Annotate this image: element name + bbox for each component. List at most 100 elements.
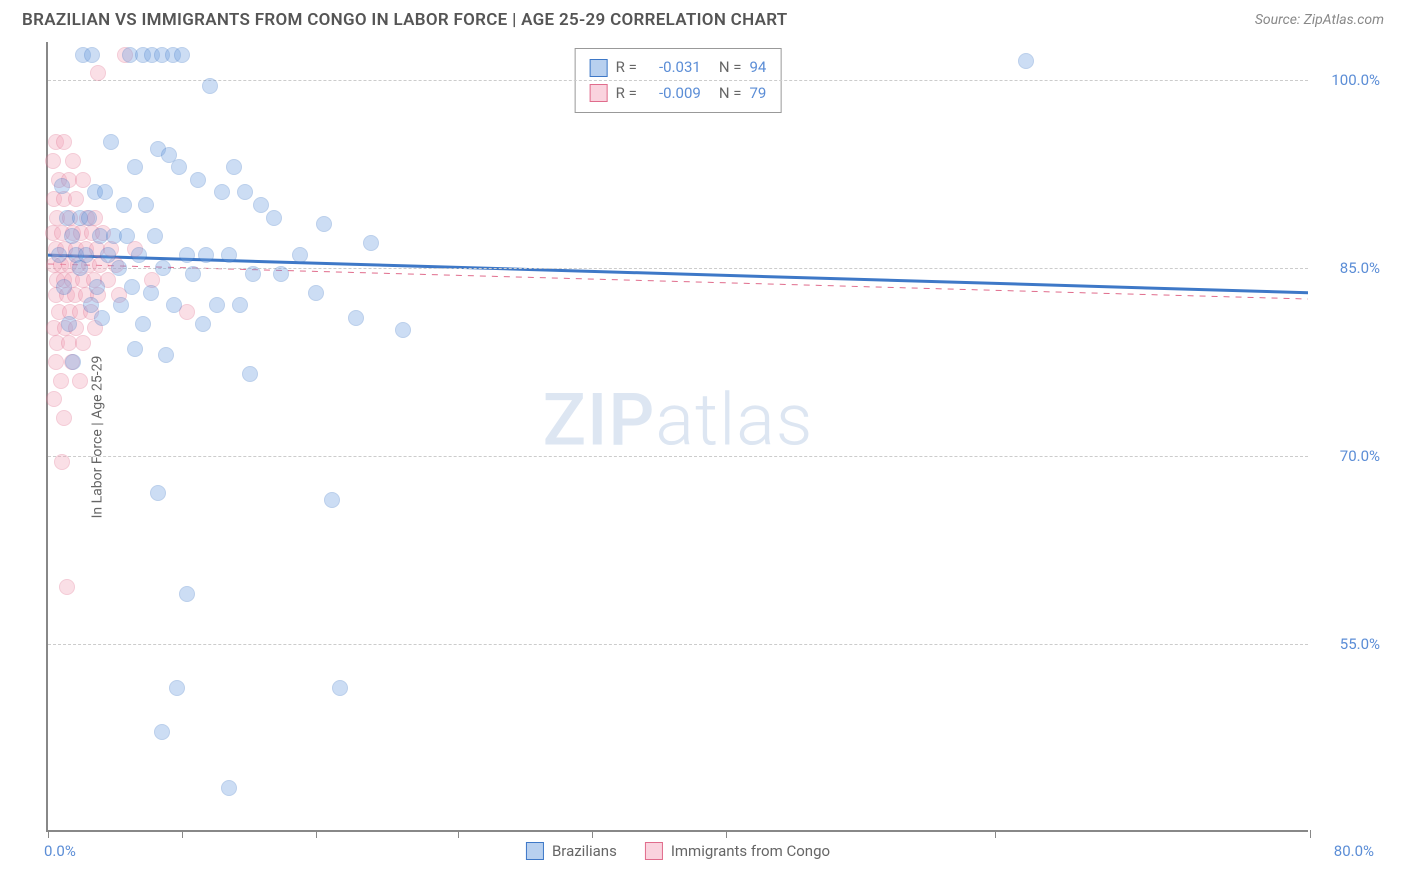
- data-point: [54, 454, 70, 470]
- data-point: [316, 216, 332, 232]
- data-point: [61, 316, 77, 332]
- data-point: [190, 172, 206, 188]
- data-point: [154, 724, 170, 740]
- data-point: [54, 178, 70, 194]
- r-value: -0.009: [645, 81, 701, 107]
- grid-line: [48, 80, 1308, 81]
- data-point: [113, 297, 129, 313]
- data-point: [221, 780, 237, 796]
- data-point: [48, 354, 64, 370]
- data-point: [198, 247, 214, 263]
- data-point: [242, 366, 258, 382]
- data-point: [64, 228, 80, 244]
- data-point: [56, 410, 72, 426]
- legend-swatch: [645, 842, 663, 860]
- data-point: [363, 235, 379, 251]
- x-axis-max-label: 80.0%: [1334, 842, 1374, 860]
- data-point: [124, 279, 140, 295]
- data-point: [135, 316, 151, 332]
- r-value: -0.031: [645, 55, 701, 81]
- data-point: [226, 159, 242, 175]
- x-tick: [48, 830, 49, 838]
- data-point: [138, 197, 154, 213]
- data-point: [158, 347, 174, 363]
- data-point: [143, 285, 159, 301]
- data-point: [45, 153, 61, 169]
- data-point: [94, 310, 110, 326]
- data-point: [147, 228, 163, 244]
- n-value: 79: [749, 81, 766, 107]
- data-point: [72, 373, 88, 389]
- data-point: [179, 586, 195, 602]
- data-point: [127, 159, 143, 175]
- data-point: [51, 247, 67, 263]
- data-point: [72, 260, 88, 276]
- data-point: [245, 266, 261, 282]
- data-point: [103, 134, 119, 150]
- data-point: [324, 492, 340, 508]
- data-point: [237, 184, 253, 200]
- grid-line: [48, 456, 1308, 457]
- data-point: [84, 47, 100, 63]
- series-legend-item: Immigrants from Congo: [645, 842, 830, 860]
- data-point: [232, 297, 248, 313]
- data-point: [56, 134, 72, 150]
- watermark: ZIPatlas: [543, 378, 814, 463]
- r-label: R =: [616, 81, 637, 107]
- legend-swatch: [590, 59, 608, 77]
- y-tick-label: 70.0%: [1316, 447, 1380, 465]
- correlation-legend-row: R = -0.031 N = 94: [590, 55, 767, 81]
- data-point: [253, 197, 269, 213]
- x-tick: [592, 830, 593, 838]
- data-point: [90, 65, 106, 81]
- trend-line: [48, 255, 1308, 293]
- data-point: [166, 297, 182, 313]
- data-point: [221, 247, 237, 263]
- data-point: [185, 266, 201, 282]
- data-point: [195, 316, 211, 332]
- legend-swatch: [590, 84, 608, 102]
- data-point: [68, 191, 84, 207]
- data-point: [179, 247, 195, 263]
- data-point: [155, 260, 171, 276]
- series-legend: Brazilians Immigrants from Congo: [526, 842, 830, 860]
- correlation-legend-row: R =-0.009N =79: [590, 81, 767, 107]
- y-tick-label: 55.0%: [1316, 635, 1380, 653]
- data-point: [332, 680, 348, 696]
- data-point: [171, 159, 187, 175]
- data-point: [308, 285, 324, 301]
- n-value: 94: [749, 55, 766, 81]
- data-point: [56, 279, 72, 295]
- data-point: [53, 373, 69, 389]
- data-point: [292, 247, 308, 263]
- data-point: [75, 335, 91, 351]
- data-point: [127, 341, 143, 357]
- data-point: [75, 172, 91, 188]
- x-tick: [182, 830, 183, 838]
- source-attribution: Source: ZipAtlas.com: [1255, 12, 1384, 28]
- data-point: [97, 184, 113, 200]
- data-point: [169, 680, 185, 696]
- n-label: N =: [719, 55, 742, 81]
- data-point: [395, 322, 411, 338]
- x-tick: [995, 830, 996, 838]
- data-point: [348, 310, 364, 326]
- data-point: [119, 228, 135, 244]
- grid-line: [48, 644, 1308, 645]
- series-legend-item: Brazilians: [526, 842, 617, 860]
- data-point: [65, 354, 81, 370]
- data-point: [174, 47, 190, 63]
- grid-line: [48, 268, 1308, 269]
- x-tick: [1310, 830, 1311, 838]
- r-label: R =: [616, 55, 637, 81]
- chart-container: In Labor Force | Age 25-29 ZIPatlas R =-…: [46, 42, 1386, 832]
- data-point: [65, 153, 81, 169]
- data-point: [209, 297, 225, 313]
- legend-swatch: [526, 842, 544, 860]
- data-point: [150, 485, 166, 501]
- chart-title: BRAZILIAN VS IMMIGRANTS FROM CONGO IN LA…: [22, 10, 788, 30]
- series-legend-label: Immigrants from Congo: [671, 842, 830, 860]
- x-tick: [458, 830, 459, 838]
- y-tick-label: 85.0%: [1316, 259, 1380, 277]
- plot-area: ZIPatlas R =-0.031N =94R =-0.009N =79 0.…: [46, 42, 1308, 832]
